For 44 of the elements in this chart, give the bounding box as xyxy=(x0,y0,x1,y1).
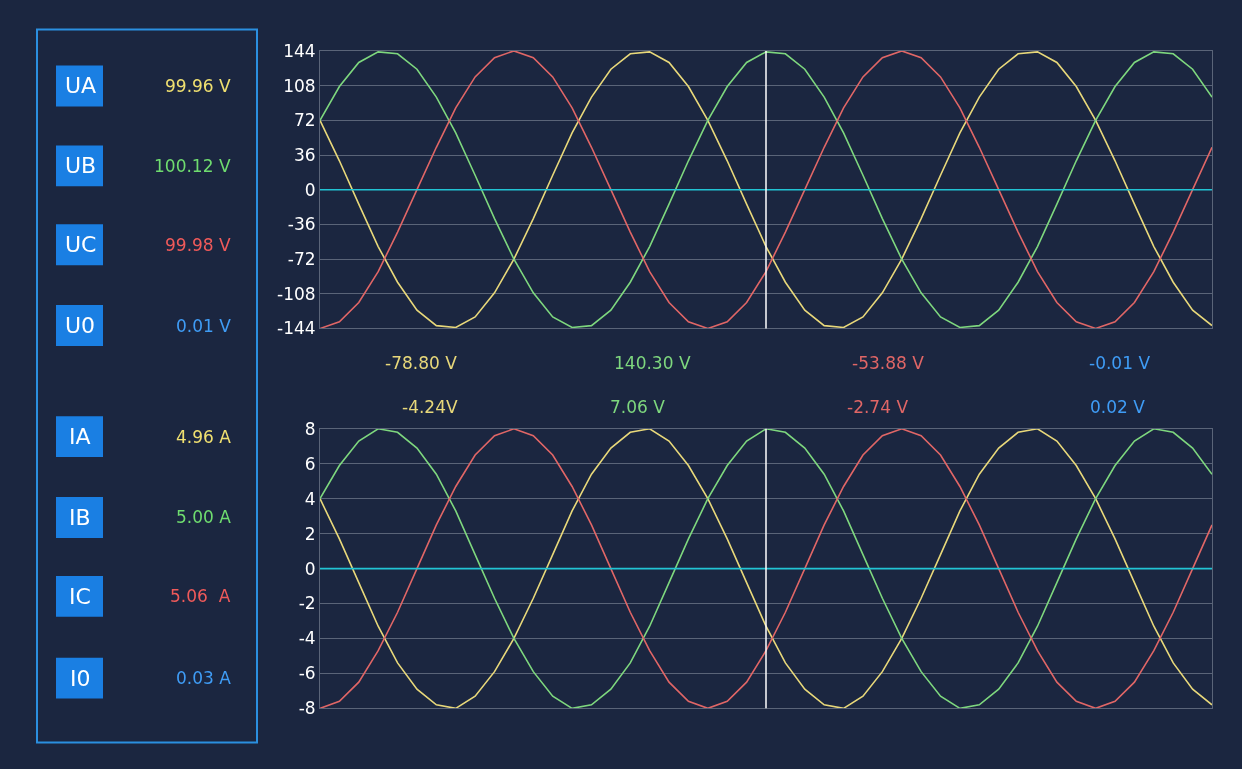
text: 0.01 V xyxy=(176,316,232,336)
y-tick-label: -8 xyxy=(298,698,316,719)
y-tick-label: 0 xyxy=(304,179,316,200)
text: -0.01 V xyxy=(1089,353,1151,373)
y-tick-label: -4 xyxy=(298,628,316,649)
text: UC xyxy=(65,232,97,257)
y-tick-label: 4 xyxy=(304,488,316,509)
y-tick-label: 2 xyxy=(304,523,316,544)
text: 140.30 V xyxy=(614,353,691,373)
y-tick-label: -144 xyxy=(277,318,316,339)
text: IA xyxy=(69,424,91,449)
text: IC xyxy=(69,584,91,609)
text: 0.03 A xyxy=(176,668,232,688)
text: -2.74 V xyxy=(847,397,909,417)
y-tick-label: -2 xyxy=(298,593,316,614)
text: I0 xyxy=(70,666,91,691)
text: U0 xyxy=(65,313,96,338)
text: IB xyxy=(69,505,91,530)
text: 100.12 V xyxy=(154,156,231,176)
text: 99.96 V xyxy=(165,76,232,96)
y-tick-label: -72 xyxy=(287,249,316,270)
text: 5.06 A xyxy=(170,586,231,606)
y-tick-label: 0 xyxy=(304,558,316,579)
text: -4.24V xyxy=(402,397,458,417)
y-tick-label: 6 xyxy=(304,453,316,474)
text: 7.06 V xyxy=(610,397,666,417)
line-series xyxy=(320,428,1212,709)
text: 0.02 V xyxy=(1090,397,1146,417)
y-tick-label: 108 xyxy=(283,75,316,96)
text: 4.96 A xyxy=(176,427,232,447)
y-tick-label: -36 xyxy=(287,214,316,235)
y-tick-label: -108 xyxy=(277,283,316,304)
y-tick-label: 36 xyxy=(293,144,316,165)
text: 5.00 A xyxy=(176,507,232,527)
text: 99.98 V xyxy=(165,235,232,255)
y-tick-label: 72 xyxy=(293,110,316,131)
y-tick-label: 144 xyxy=(283,40,316,61)
y-tick-label: 8 xyxy=(304,418,316,439)
y-tick-label: -6 xyxy=(298,663,316,684)
text: UA xyxy=(65,73,97,98)
line-series xyxy=(320,51,1212,329)
text: UB xyxy=(65,153,97,178)
text: -78.80 V xyxy=(385,353,458,373)
text: -53.88 V xyxy=(852,353,925,373)
